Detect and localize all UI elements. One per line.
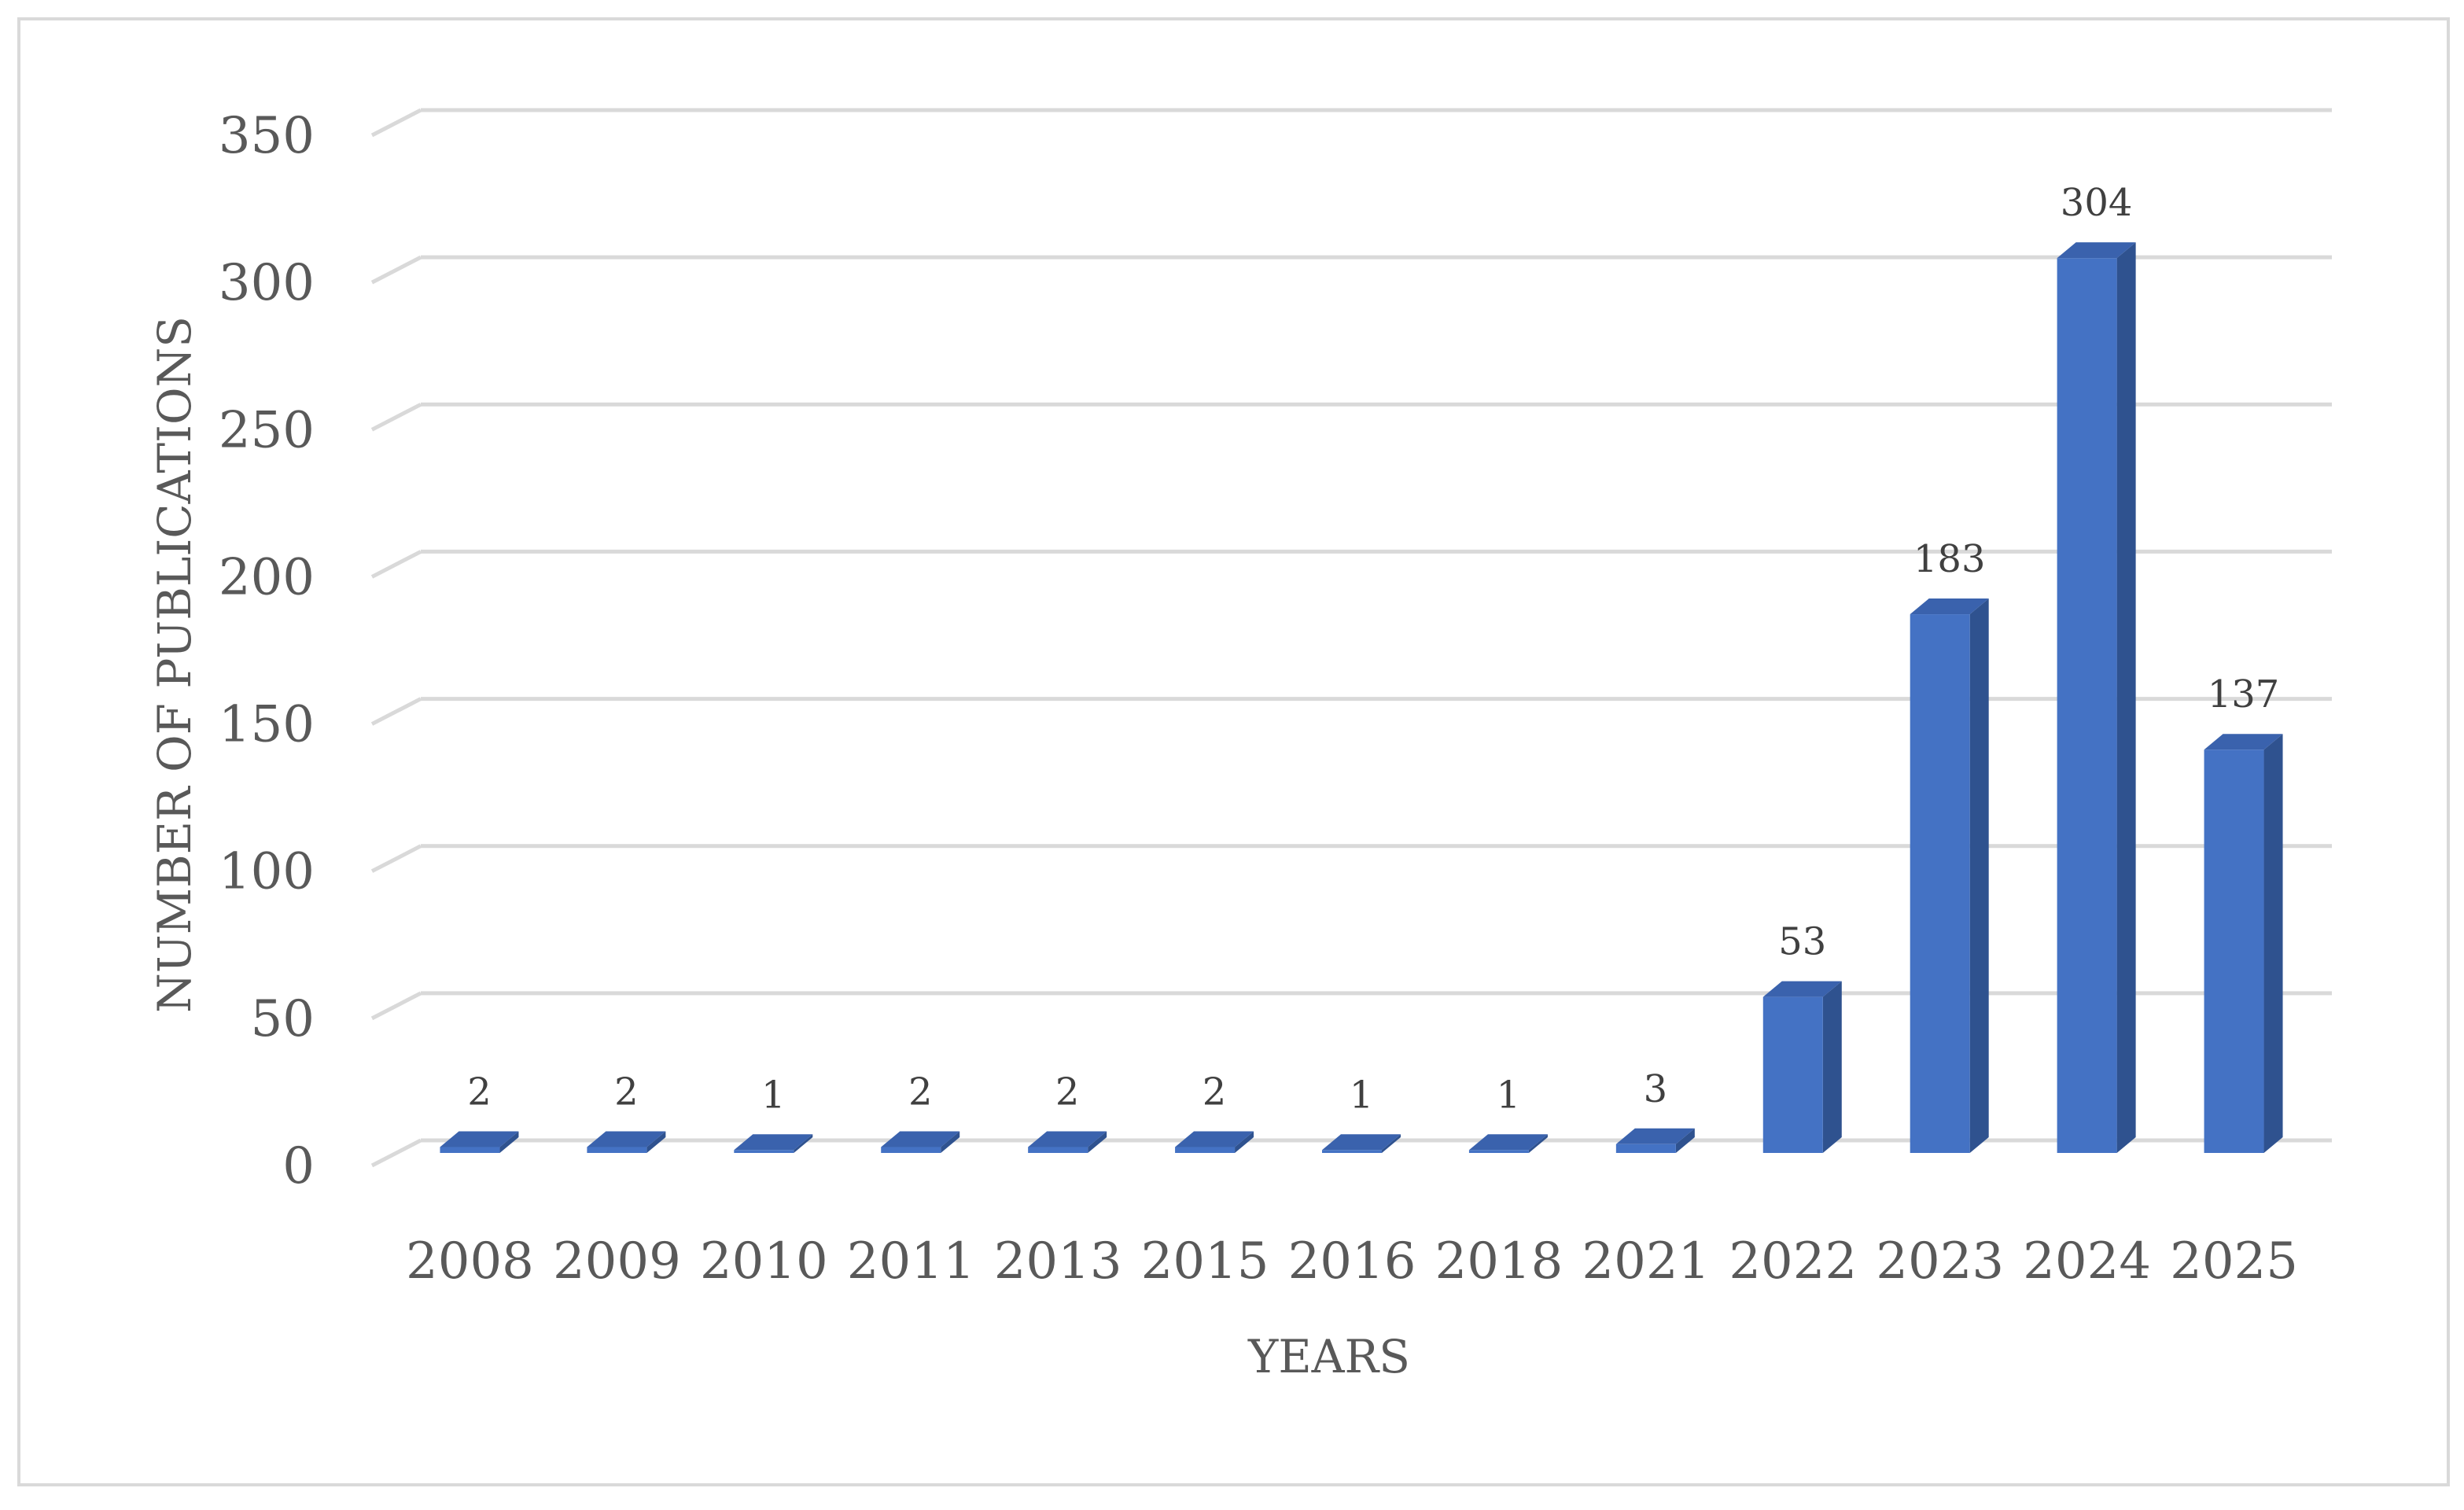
bar <box>587 1131 666 1153</box>
bar <box>734 1134 813 1153</box>
bar <box>1028 1131 1107 1153</box>
gridline <box>370 255 2332 285</box>
x-tick-label: 2010 <box>700 1232 828 1291</box>
bar <box>881 1131 960 1153</box>
bar <box>1468 1134 1548 1153</box>
x-tick-label: 2024 <box>2023 1232 2151 1291</box>
data-label: 2 <box>1203 1070 1227 1114</box>
y-tick-label: 300 <box>219 254 315 312</box>
gridlines <box>370 108 2332 1168</box>
y-tick-label: 0 <box>282 1137 315 1195</box>
bar <box>1175 1131 1254 1153</box>
y-tick-label: 200 <box>219 548 315 606</box>
bar <box>1762 981 1842 1153</box>
y-tick-label: 50 <box>251 990 315 1048</box>
x-axis-title: YEARS <box>1247 1330 1410 1383</box>
y-tick-label: 250 <box>219 401 315 459</box>
data-label: 53 <box>1778 920 1826 964</box>
data-labels: 2 2 1 2 2 2 1 1 3 53 183 304 137 <box>467 181 2279 1117</box>
data-label: 2 <box>467 1070 492 1114</box>
data-label: 1 <box>1497 1073 1521 1117</box>
data-label: 1 <box>1350 1073 1374 1117</box>
bar <box>2057 242 2136 1154</box>
y-tick-label: 150 <box>219 696 315 754</box>
y-axis-title: NUMBER OF PUBLICATIONS <box>148 316 201 1013</box>
y-tick-label: 350 <box>219 107 315 165</box>
x-tick-label: 2016 <box>1288 1232 1416 1291</box>
data-label: 183 <box>1913 537 1986 581</box>
x-axis-ticks: 2008 2009 2010 2011 2013 2015 2016 2018 2021 2022… <box>406 1232 2298 1291</box>
bars <box>440 242 2283 1154</box>
x-tick-label: 2011 <box>847 1232 975 1291</box>
data-label: 2 <box>908 1070 933 1114</box>
bar <box>1322 1134 1401 1153</box>
x-tick-label: 2025 <box>2170 1232 2298 1291</box>
gridline <box>370 549 2332 579</box>
data-label: 304 <box>2061 181 2133 225</box>
bar <box>1615 1128 1695 1153</box>
y-tick-label: 100 <box>219 843 315 901</box>
data-label: 2 <box>1055 1070 1080 1114</box>
gridline <box>370 108 2332 138</box>
gridline <box>370 844 2332 873</box>
bar <box>2204 734 2283 1153</box>
gridline <box>370 402 2332 432</box>
x-tick-label: 2009 <box>553 1232 681 1291</box>
x-tick-label: 2023 <box>1876 1232 2004 1291</box>
x-tick-label: 2015 <box>1141 1232 1269 1291</box>
bar <box>1910 598 1989 1153</box>
data-label: 3 <box>1644 1067 1668 1111</box>
x-tick-label: 2013 <box>994 1232 1122 1291</box>
data-label: 137 <box>2208 672 2280 716</box>
data-label: 1 <box>761 1073 786 1117</box>
data-label: 2 <box>614 1070 639 1114</box>
gridline <box>370 991 2332 1021</box>
gridline <box>370 697 2332 726</box>
x-tick-label: 2008 <box>406 1232 534 1291</box>
x-tick-label: 2018 <box>1435 1232 1563 1291</box>
x-tick-label: 2022 <box>1729 1232 1857 1291</box>
x-tick-label: 2021 <box>1582 1232 1710 1291</box>
bar <box>440 1131 519 1153</box>
chart-frame <box>17 17 2450 1486</box>
y-axis-ticks: 0 50 100 150 200 250 300 350 <box>219 107 315 1195</box>
